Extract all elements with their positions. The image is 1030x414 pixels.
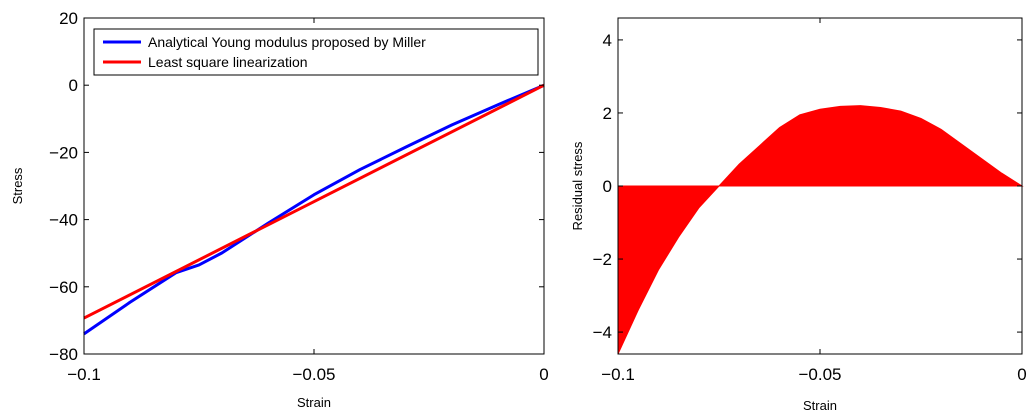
right-x-tick-label: −0.05 — [798, 365, 841, 384]
left-plot-area — [83, 83, 545, 336]
left-y-tick-label: 20 — [59, 9, 78, 28]
right-chart: −0.1 −0.05 0 −4 −2 0 2 4 Strain Residual stress — [570, 17, 1027, 413]
left-y-tick-label: −60 — [49, 278, 78, 297]
series-line-least-square — [83, 83, 545, 320]
legend-label-miller: Analytical Young modulus proposed by Mil… — [148, 34, 426, 50]
residual-area — [617, 105, 1024, 355]
left-x-tick-label: 0 — [539, 365, 548, 384]
left-y-tick-label: 0 — [69, 76, 78, 95]
left-y-tick-label: −40 — [49, 211, 78, 230]
right-y-tick-label: 4 — [603, 31, 612, 50]
right-y-tick-label: 0 — [603, 177, 612, 196]
left-y-tick-label: −20 — [49, 143, 78, 162]
left-x-tick-label: −0.1 — [67, 365, 101, 384]
left-y-tick-label: −80 — [49, 345, 78, 364]
left-x-axis-label: Strain — [297, 395, 331, 410]
right-x-axis-label: Strain — [803, 398, 837, 413]
series-line-miller — [83, 83, 545, 336]
right-y-tick-label: 2 — [603, 104, 612, 123]
right-plot-area — [617, 105, 1024, 355]
right-x-tick-label: −0.1 — [601, 365, 635, 384]
legend-label-least-square: Least square linearization — [148, 54, 308, 70]
right-y-tick-label: −4 — [593, 323, 612, 342]
right-x-tick-label: 0 — [1017, 365, 1026, 384]
left-y-axis-label: Stress — [10, 167, 25, 204]
left-ticks: −0.1 −0.05 0 −80 −60 −40 −20 0 20 — [49, 9, 549, 384]
left-x-tick-label: −0.05 — [292, 365, 335, 384]
right-y-axis-label: Residual stress — [570, 141, 585, 230]
right-y-tick-label: −2 — [593, 250, 612, 269]
legend-box — [93, 28, 539, 76]
legend: Analytical Young modulus proposed by Mil… — [93, 28, 539, 76]
right-ticks: −0.1 −0.05 0 −4 −2 0 2 4 — [593, 18, 1027, 384]
